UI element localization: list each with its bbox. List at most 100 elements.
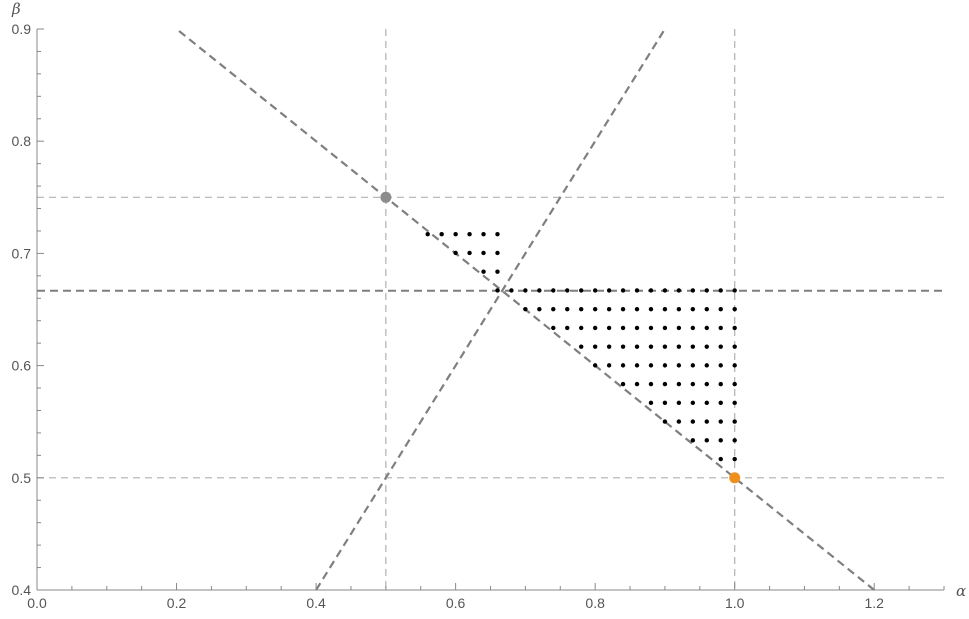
grid-dot	[634, 381, 640, 387]
grid-dot	[509, 288, 514, 293]
grid-dot	[704, 438, 709, 443]
grid-dot	[579, 288, 584, 293]
grid-dot	[439, 232, 444, 237]
x-tick-label: 1.0	[725, 595, 745, 611]
grid-dot	[592, 306, 598, 312]
grid-dot	[690, 381, 696, 387]
grid-dot	[732, 400, 737, 406]
grid-dot	[676, 344, 682, 349]
grid-dot	[662, 325, 668, 331]
grid-dot	[467, 232, 472, 237]
reference-lines	[37, 28, 944, 591]
y-tick-label: 0.9	[12, 21, 32, 37]
grid-dot	[495, 250, 500, 256]
grid-dot	[704, 363, 709, 368]
grid-dot	[565, 288, 570, 293]
grid-dot	[648, 344, 654, 349]
grid-dot	[592, 344, 598, 349]
grid-dot	[634, 325, 640, 331]
grid-dot	[704, 400, 709, 406]
y-axis-label: β	[11, 0, 21, 18]
grid-dot	[523, 306, 528, 312]
grid-dot	[579, 306, 584, 312]
x-tick-label: 1.2	[864, 595, 884, 611]
grid-dot	[732, 438, 737, 443]
x-axis-label: α	[956, 582, 966, 600]
grid-dot	[662, 400, 668, 406]
grid-dot	[718, 363, 723, 368]
grid-dot	[676, 400, 682, 406]
grid-dot	[425, 232, 430, 237]
grid-dot	[690, 306, 696, 312]
grid-dot	[690, 400, 696, 406]
grid-dot	[634, 306, 640, 312]
x-tick-label: 0.2	[167, 595, 187, 611]
grid-dot	[718, 325, 723, 331]
grid-dot	[648, 306, 654, 312]
grid-dot	[620, 344, 626, 349]
grid-dot	[732, 325, 737, 331]
grid-dot	[732, 419, 737, 424]
grid-dot	[704, 381, 709, 387]
y-tick-label: 0.6	[12, 358, 32, 374]
highlight-point-1	[380, 191, 392, 203]
grid-dot	[732, 456, 737, 462]
grid-dot	[648, 288, 654, 293]
diagonal-ascending-line	[315, 28, 666, 591]
grid-dot	[718, 381, 723, 387]
grid-dot	[620, 306, 626, 312]
x-tick-label: 0.8	[585, 595, 605, 611]
grid-dot	[732, 344, 737, 349]
y-tick-label: 0.7	[12, 245, 32, 261]
grid-dot	[732, 288, 737, 293]
grid-dot	[606, 363, 612, 368]
grid-dot	[592, 363, 598, 368]
grid-dot	[718, 400, 723, 406]
grid-dot	[648, 325, 654, 331]
grid-dot	[537, 288, 542, 293]
grid-dot	[676, 288, 682, 293]
grid-dot	[579, 325, 584, 331]
grid-dot	[718, 344, 723, 349]
grid-dot	[690, 438, 696, 443]
grid-dot	[690, 288, 696, 293]
grid-dot	[620, 288, 626, 293]
grid-dot	[690, 325, 696, 331]
grid-dot	[620, 363, 626, 368]
grid-dot	[606, 325, 612, 331]
grid-dot	[523, 288, 528, 293]
grid-dot	[495, 269, 500, 274]
grid-dot	[537, 306, 542, 312]
grid-dot	[690, 344, 696, 349]
grid-dot	[718, 419, 723, 424]
grid-dot	[606, 288, 612, 293]
grid-dot	[704, 288, 709, 293]
grid-dot	[453, 232, 458, 237]
grid-dot	[565, 325, 570, 331]
grid-dot	[704, 306, 709, 312]
y-tick-label: 0.4	[12, 582, 32, 598]
y-tick-label: 0.8	[12, 133, 32, 149]
grid-dot	[495, 232, 500, 237]
grid-dot	[732, 363, 737, 368]
grid-dot	[648, 363, 654, 368]
grid-dot	[662, 306, 668, 312]
grid-dot	[676, 363, 682, 368]
grid-dot	[704, 419, 709, 424]
grid-dot	[592, 288, 598, 293]
grid-dot	[690, 419, 696, 424]
grid-dot	[453, 250, 458, 256]
grid-dot	[662, 381, 668, 387]
grid-dot	[718, 288, 723, 293]
grid-dot	[579, 344, 584, 349]
grid-dot	[648, 381, 654, 387]
grid-dot	[634, 288, 640, 293]
grid-dot	[732, 381, 737, 387]
grid-dot	[551, 288, 556, 293]
grid-dot	[662, 363, 668, 368]
grid-dot	[467, 250, 472, 256]
grid-dot	[634, 344, 640, 349]
grid-dot	[551, 325, 556, 331]
x-tick-label: 0.4	[306, 595, 326, 611]
